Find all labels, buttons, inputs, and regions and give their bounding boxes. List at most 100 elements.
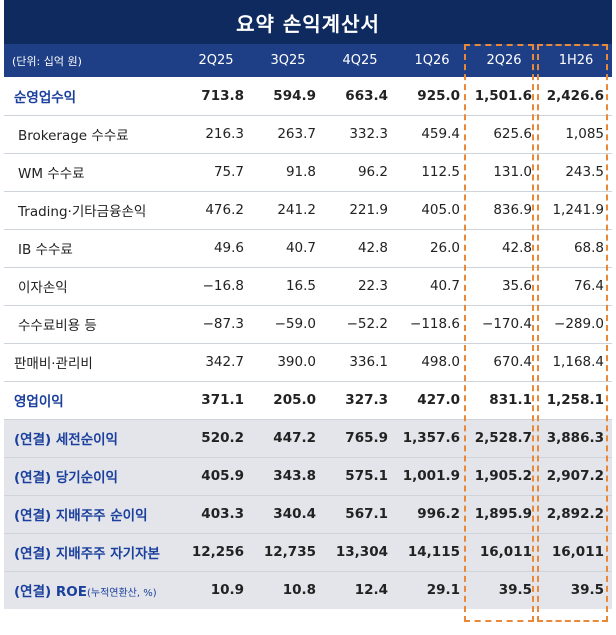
table-cell: 1,168.4	[552, 354, 604, 370]
row-label: (연결) 세전순이익	[4, 419, 180, 457]
table-cell: −170.4	[482, 316, 532, 332]
table-row: 이자손익 −16.8 16.5 22.3 40.7 35.6 76.4	[4, 267, 612, 305]
table-cell: 520.2	[201, 430, 244, 446]
table-cell: 498.0	[421, 354, 460, 370]
table-cell: 2,892.2	[546, 506, 604, 522]
table-cell: 39.5	[570, 582, 604, 599]
table-cell: 12.4	[354, 582, 388, 599]
row-label-text: 영업이익	[14, 394, 64, 410]
table-cell: −289.0	[554, 316, 604, 332]
column-header: 2Q25	[198, 53, 234, 68]
row-label: Brokerage 수수료	[4, 115, 180, 153]
row-label-text: WM 수수료	[18, 166, 85, 182]
table-cell: 1,258.1	[546, 392, 604, 408]
table-cell: 663.4	[345, 87, 388, 104]
table-cell: 336.1	[349, 354, 388, 370]
table-cell: −16.8	[202, 278, 244, 294]
row-label: WM 수수료	[4, 153, 180, 191]
table-cell: 22.3	[357, 278, 388, 294]
row-label: (연결) ROE(누적연환산, %)	[4, 571, 180, 609]
row-label-text: 이자손익	[18, 280, 68, 296]
table-cell: 221.9	[349, 202, 388, 218]
table-cell: 390.0	[277, 354, 316, 370]
table-cell: 75.7	[213, 164, 244, 180]
table-cell: 405.9	[201, 468, 244, 484]
table-cell: 39.5	[498, 582, 532, 599]
table-cell: 765.9	[345, 430, 388, 446]
table-cell: 670.4	[493, 354, 532, 370]
table-cell: 447.2	[273, 430, 316, 446]
table-row: 수수료비용 등 −87.3 −59.0 −52.2 −118.6 −170.4 −289.0	[4, 305, 612, 343]
table-cell: 625.6	[493, 126, 532, 142]
table-cell: 342.7	[205, 354, 244, 370]
table-cell: 594.9	[273, 87, 316, 104]
table-cell: 14,115	[407, 544, 460, 560]
table-row: (연결) 지배주주 자기자본 12,256 12,735 13,304 14,115 16…	[4, 533, 612, 571]
column-header: 2Q26	[486, 53, 522, 68]
income-statement-table: (단위: 십억 원) 2Q25 3Q25 4Q25 1Q26 2Q26 1H26…	[4, 44, 612, 609]
row-label-text: (연결) 당기순이익	[14, 470, 118, 486]
table-cell: 16.5	[285, 278, 316, 294]
table-cell: 241.2	[277, 202, 316, 218]
table-cell: 1,357.6	[402, 430, 460, 446]
header-row: (단위: 십억 원) 2Q25 3Q25 4Q25 1Q26 2Q26 1H26	[4, 44, 612, 77]
table-cell: 10.8	[282, 582, 316, 599]
table-cell: 476.2	[205, 202, 244, 218]
table-row: 영업이익 371.1 205.0 327.3 427.0 831.1 1,258.1	[4, 381, 612, 419]
table-cell: 12,256	[191, 544, 244, 560]
table-cell: 371.1	[201, 392, 244, 408]
table-cell: 575.1	[345, 468, 388, 484]
table-cell: −52.2	[346, 316, 388, 332]
row-label: 수수료비용 등	[4, 305, 180, 343]
row-label-text: 판매비·관리비	[14, 356, 93, 372]
table-cell: 91.8	[285, 164, 316, 180]
table-row: 판매비·관리비 342.7 390.0 336.1 498.0 670.4 1,168.4	[4, 343, 612, 381]
table-cell: −59.0	[274, 316, 316, 332]
table-cell: 405.0	[421, 202, 460, 218]
table-cell: −87.3	[202, 316, 244, 332]
table-cell: 40.7	[285, 240, 316, 256]
row-label-text: (연결) 지배주주 자기자본	[14, 546, 160, 562]
table-cell: 713.8	[201, 87, 244, 104]
table-cell: 96.2	[357, 164, 388, 180]
table-cell: 1,905.2	[474, 468, 532, 484]
row-label-text: (연결) 지배주주 순이익	[14, 508, 148, 524]
table-row: IB 수수료 49.6 40.7 42.8 26.0 42.8 68.8	[4, 229, 612, 267]
table-row: (연결) ROE(누적연환산, %) 10.9 10.8 12.4 29.1 39.5 39…	[4, 571, 612, 609]
table-cell: 205.0	[273, 392, 316, 408]
table-cell: 2,528.7	[474, 430, 532, 446]
unit-label: (단위: 십억 원)	[12, 54, 82, 68]
table-cell: 459.4	[421, 126, 460, 142]
table-cell: 343.8	[273, 468, 316, 484]
row-label-text: IB 수수료	[18, 242, 73, 258]
table-cell: 26.0	[429, 240, 460, 256]
table-cell: 2,426.6	[546, 87, 604, 104]
table-cell: 332.3	[349, 126, 388, 142]
table-cell: 243.5	[565, 164, 604, 180]
table-cell: 49.6	[213, 240, 244, 256]
table-cell: 327.3	[345, 392, 388, 408]
row-label: (연결) 지배주주 자기자본	[4, 533, 180, 571]
table-row: WM 수수료 75.7 91.8 96.2 112.5 131.0 243.5	[4, 153, 612, 191]
table-cell: 13,304	[335, 544, 388, 560]
table-cell: 42.8	[357, 240, 388, 256]
table-cell: 263.7	[277, 126, 316, 142]
table-cell: 427.0	[417, 392, 460, 408]
row-label-text: 수수료비용 등	[18, 318, 97, 334]
row-label-text: (연결) 세전순이익	[14, 432, 118, 448]
table-row: (연결) 당기순이익 405.9 343.8 575.1 1,001.9 1,905.2 2…	[4, 457, 612, 495]
table-title: 요약 손익계산서	[4, 0, 612, 44]
row-label-text: Brokerage 수수료	[18, 128, 129, 144]
table-row: (연결) 세전순이익 520.2 447.2 765.9 1,357.6 2,528.7 3…	[4, 419, 612, 457]
row-sublabel: (누적연환산, %)	[86, 588, 157, 600]
row-label: 영업이익	[4, 381, 180, 419]
table-row: Trading·기타금융손익 476.2 241.2 221.9 405.0 836.9 1…	[4, 191, 612, 229]
table-row: 순영업수익 713.8 594.9 663.4 925.0 1,501.6 2,426.6	[4, 77, 612, 115]
column-header: 4Q25	[342, 53, 378, 68]
row-label-text: (연결) ROE	[14, 584, 87, 601]
table-cell: 16,011	[479, 544, 532, 560]
table-cell: 76.4	[573, 278, 604, 294]
row-label: Trading·기타금융손익	[4, 191, 180, 229]
table-cell: 1,001.9	[402, 468, 460, 484]
column-header: 1H26	[558, 53, 594, 68]
